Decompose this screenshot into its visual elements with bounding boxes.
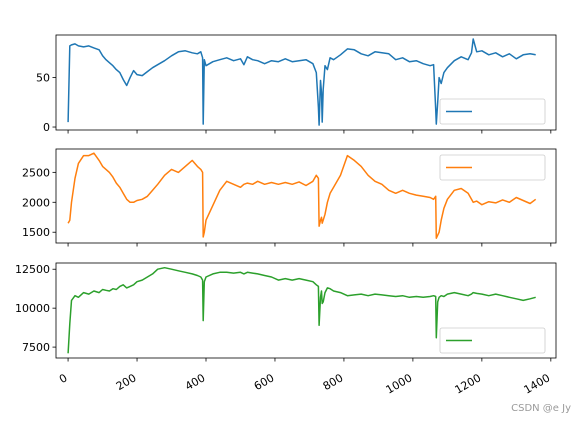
legend-box: [439, 154, 546, 181]
subplot-1: 0 50: [36, 34, 557, 134]
y-tick-label: 50: [36, 72, 50, 85]
x-tick-label: 0: [57, 371, 70, 386]
x-tick-label: 1000: [384, 371, 415, 396]
watermark: CSDN @e Jy: [511, 403, 571, 414]
x-tick-label: 600: [252, 371, 277, 393]
x-tick-label: 1200: [453, 371, 484, 396]
subplot-2: 1500 2000 2500: [22, 148, 557, 247]
y-tick-label: 2500: [22, 166, 50, 179]
x-tick-label: 800: [321, 371, 346, 393]
legend-box: [439, 327, 546, 354]
y-tick-label: 12500: [15, 263, 50, 276]
plot-frame: [55, 148, 557, 244]
y-tick-label: 2000: [22, 196, 50, 209]
legend-box: [439, 98, 546, 125]
x-tick-label: 1400: [522, 371, 553, 396]
plot-frame: [55, 34, 557, 131]
y-tick-label: 7500: [22, 341, 50, 354]
x-tick-label: 400: [183, 371, 208, 393]
series-line-2-1: [67, 152, 537, 239]
y-tick-label: 1500: [22, 226, 50, 239]
x-tick-label: 200: [114, 371, 139, 393]
plot-frame: [55, 262, 557, 359]
series-line-3-1: [67, 266, 536, 354]
y-tick-label: 10000: [15, 302, 50, 315]
subplot-3: 7500 10000 12500: [15, 262, 557, 362]
y-tick-label: 0: [43, 121, 50, 134]
series-line-1-1: [67, 38, 536, 126]
